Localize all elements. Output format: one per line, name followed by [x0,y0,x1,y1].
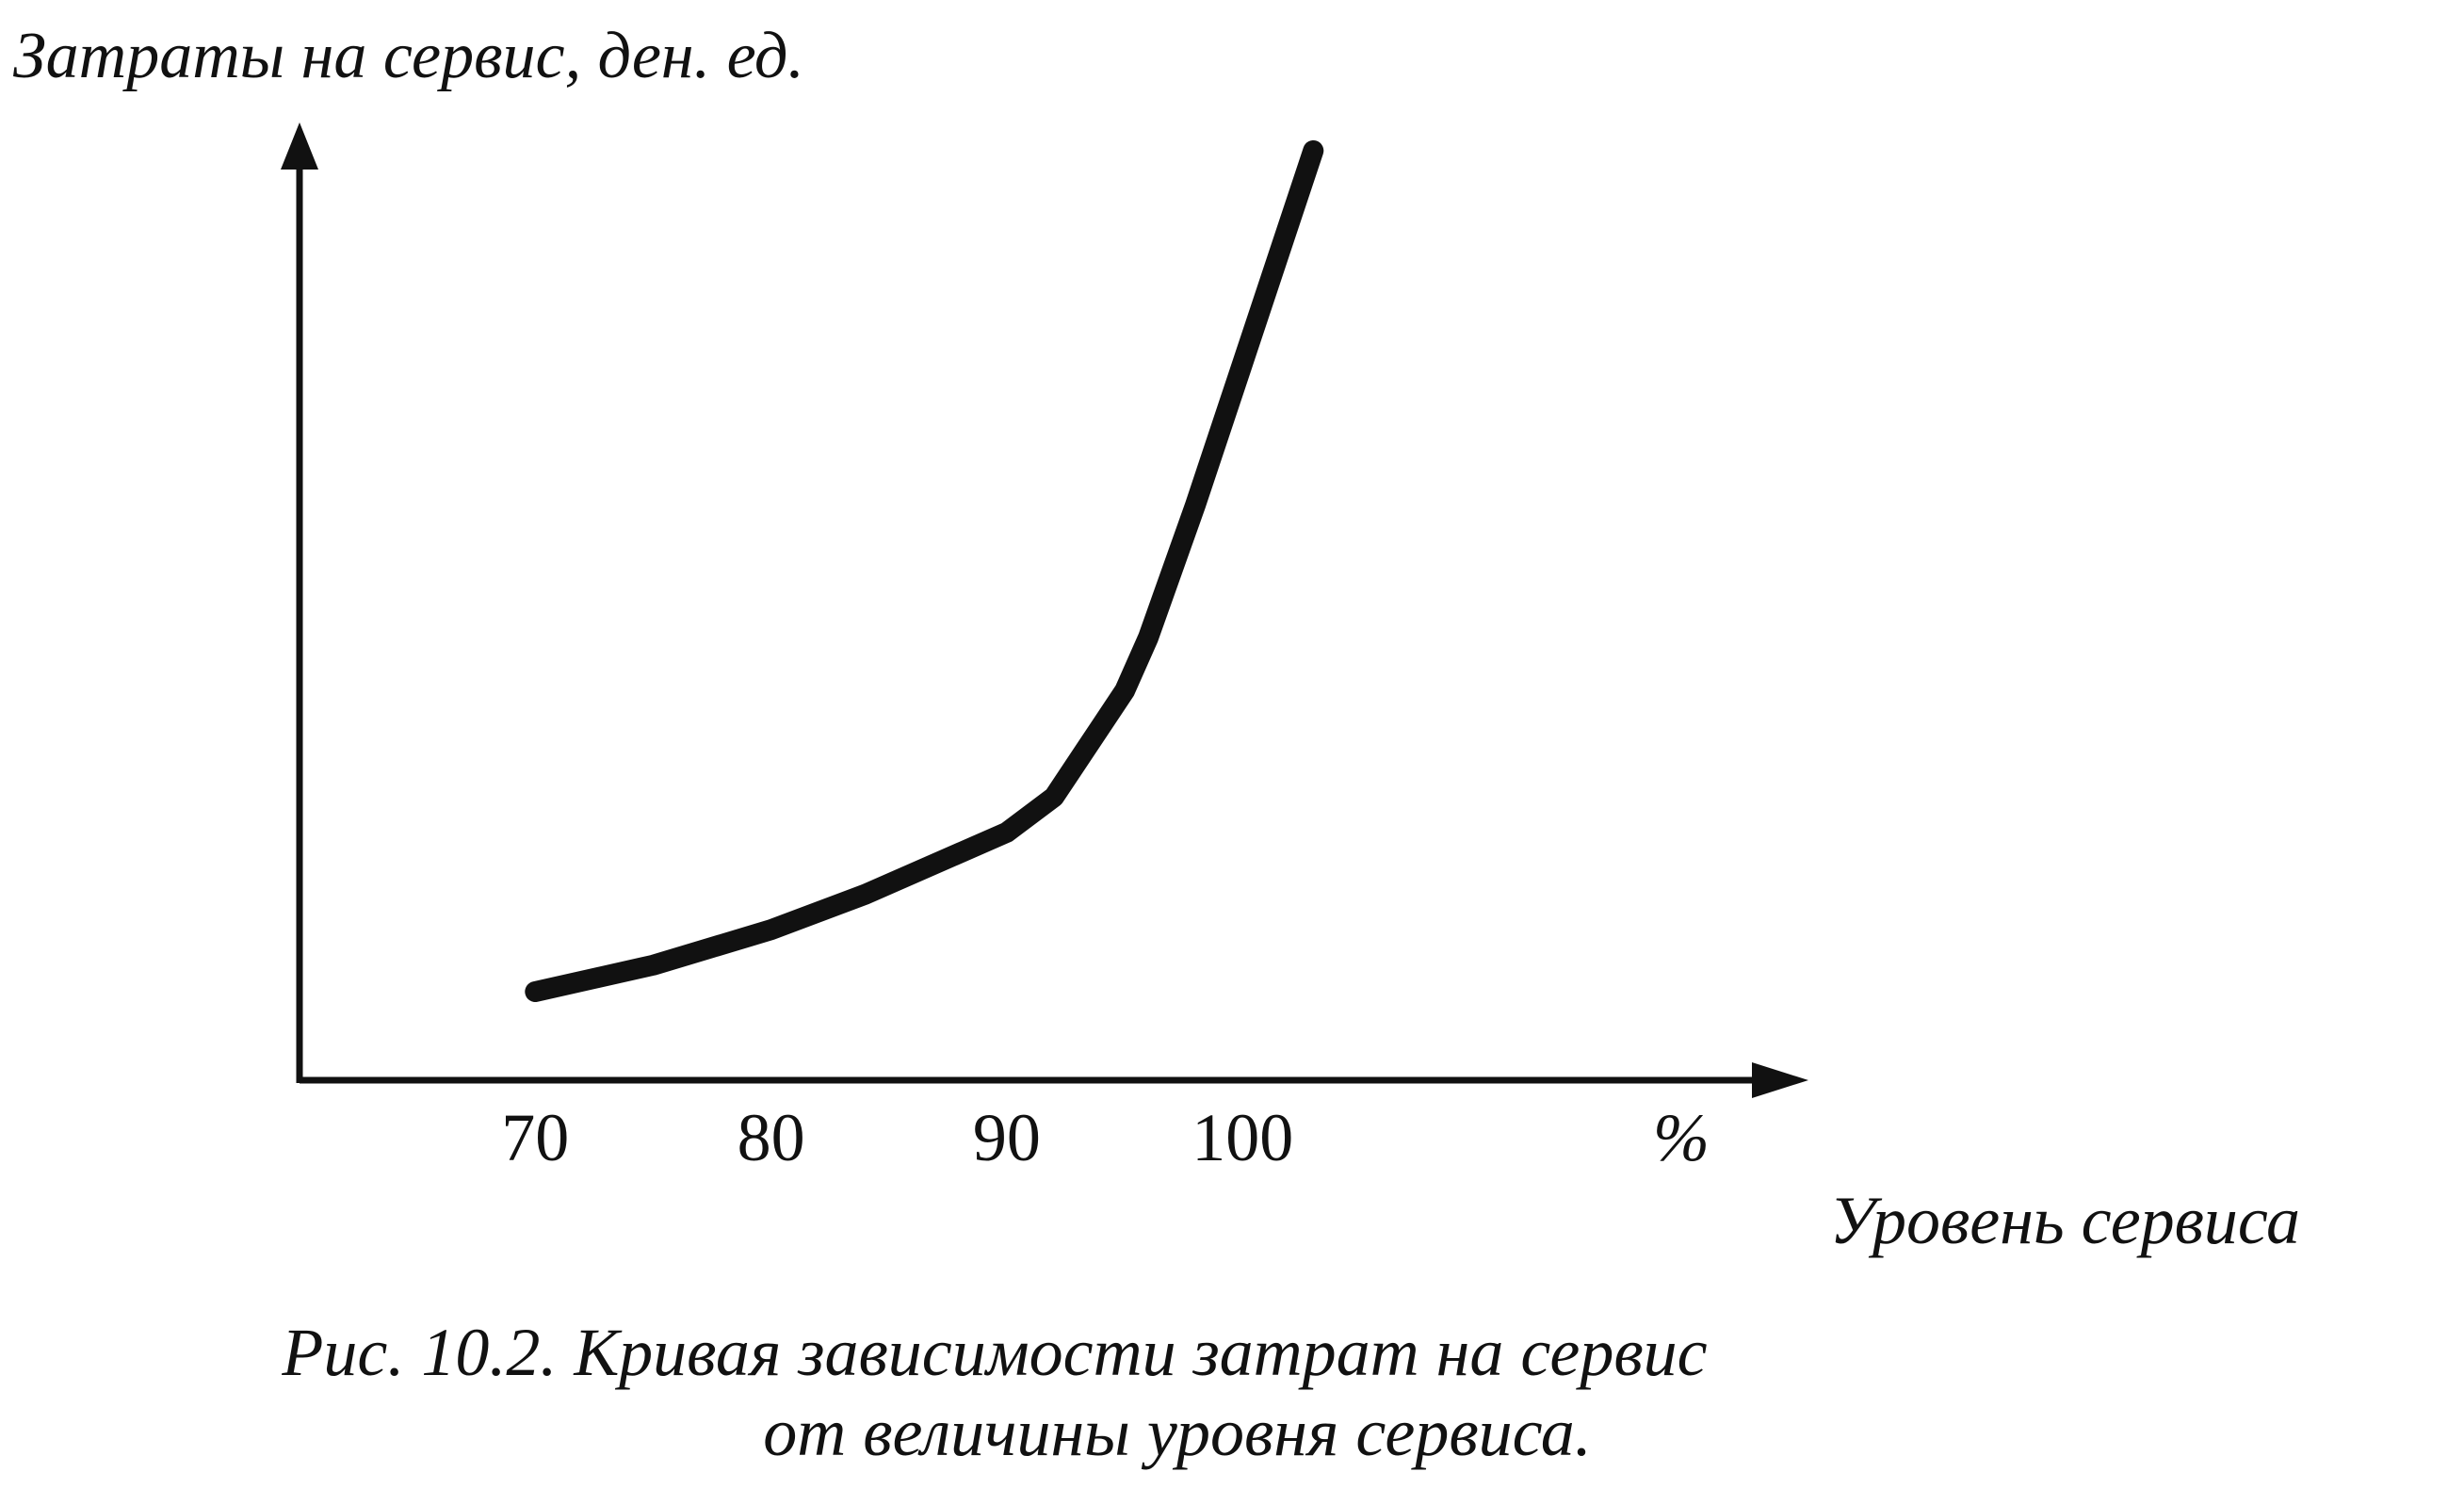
axes [281,122,1808,1098]
x-axis-arrow-icon [1752,1062,1808,1098]
x-tick-labels: 70 80 90 100 [501,1100,1293,1175]
x-tick-label: 70 [501,1100,569,1175]
x-tick-label: 100 [1191,1100,1293,1175]
series-line [525,140,1324,1002]
caption-line-2: от величины уровня сервиса. [763,1395,1591,1470]
y-axis-label: Затраты на сервис, ден. ед. [13,20,804,92]
x-tick-label: 90 [973,1100,1041,1175]
caption-line-1: Рис. 10.2. Кривая зависимости затрат на … [281,1315,1707,1390]
x-tick-label: 80 [738,1100,805,1175]
x-unit-label: % [1653,1100,1710,1175]
y-axis-arrow-icon [281,122,318,170]
x-axis-label: Уровень сервиса [1829,1183,2300,1258]
